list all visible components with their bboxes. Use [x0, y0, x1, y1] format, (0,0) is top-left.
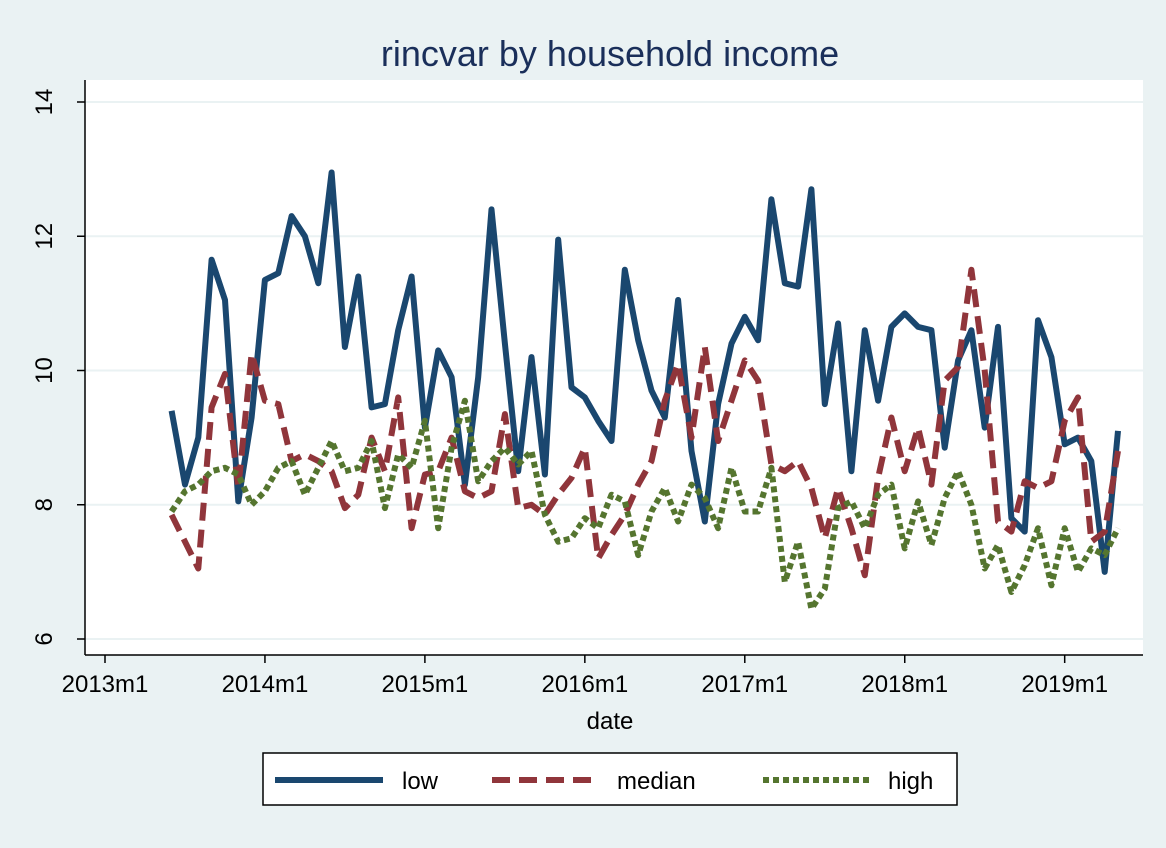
y-tick-label: 12 [31, 223, 58, 250]
x-axis-title: date [587, 708, 634, 735]
x-tick-label: 2018m1 [861, 671, 948, 698]
legend: low median high [262, 752, 958, 806]
x-tick-label: 2017m1 [701, 671, 788, 698]
y-tick-label: 6 [31, 632, 58, 645]
x-tick-label: 2014m1 [222, 671, 309, 698]
series-line-median [168, 266, 1121, 579]
x-tick-label: 2013m1 [62, 671, 149, 698]
y-tick-label: 14 [31, 89, 58, 116]
legend-label-high: high [888, 768, 933, 795]
plot-area [85, 80, 1143, 655]
series-lines [168, 169, 1121, 612]
x-tick-label: 2019m1 [1021, 671, 1108, 698]
y-tick-label: 8 [31, 498, 58, 511]
y-tick-label: 10 [31, 357, 58, 384]
x-tick-label: 2016m1 [541, 671, 628, 698]
x-tick-label: 2015m1 [382, 671, 469, 698]
series-line-high [169, 397, 1121, 612]
legend-label-low: low [402, 768, 439, 795]
legend-label-median: median [617, 768, 696, 795]
axes: 6 8 10 12 14 2013m1 2014m1 2015m1 2016m1 2017m1 20… [31, 80, 1143, 698]
chart-title: rincvar by household income [381, 33, 839, 74]
